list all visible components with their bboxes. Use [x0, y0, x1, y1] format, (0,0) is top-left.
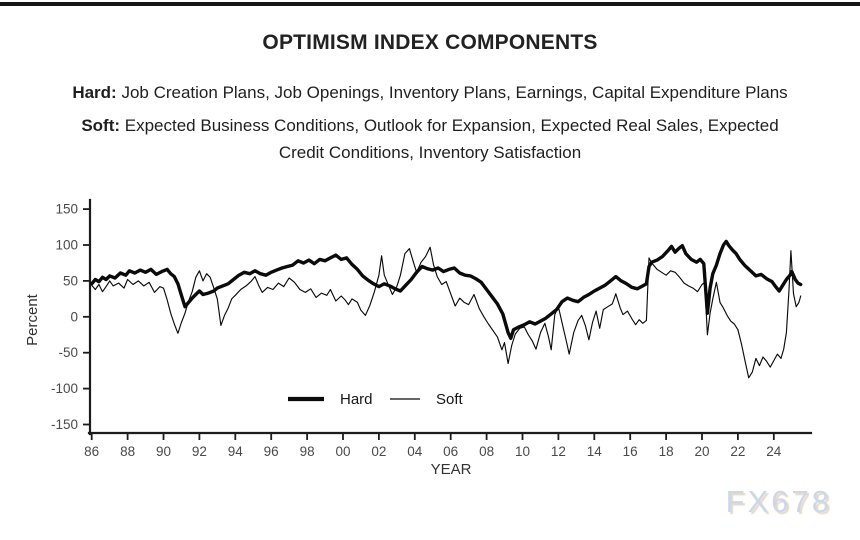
y-axis-title: Percent [24, 293, 41, 346]
fx678-watermark: FX678 [725, 484, 832, 519]
x-tick-label: 00 [335, 444, 350, 459]
x-tick-label: 90 [156, 444, 171, 459]
x-tick-label: 14 [587, 444, 603, 459]
x-tick-label: 08 [479, 444, 494, 459]
x-tick-label: 22 [730, 444, 745, 459]
y-tick-label: 0 [70, 309, 78, 324]
soft-label: Soft: [81, 116, 121, 135]
x-tick-label: 94 [228, 444, 244, 459]
x-tick-label: 02 [371, 444, 386, 459]
x-tick-label: 18 [659, 444, 674, 459]
x-tick-label: 12 [551, 444, 566, 459]
hard-components-description: Hard: Job Creation Plans, Job Openings, … [0, 79, 860, 106]
y-tick-label: -150 [51, 417, 78, 432]
x-tick-label: 96 [264, 444, 279, 459]
legend-label-hard: Hard [340, 391, 373, 408]
x-tick-label: 04 [407, 444, 423, 459]
x-tick-label: 98 [300, 444, 315, 459]
legend-label-soft: Soft [436, 391, 464, 408]
top-border-rule [0, 2, 860, 6]
x-tick-label: 10 [515, 444, 530, 459]
hard-components-text: Job Creation Plans, Job Openings, Invent… [116, 83, 788, 102]
x-tick-label: 92 [192, 444, 207, 459]
y-tick-label: 50 [63, 273, 78, 288]
series-soft-line [91, 246, 802, 379]
y-tick-label: 100 [55, 238, 78, 253]
soft-components-text-line1: Expected Business Conditions, Outlook fo… [120, 116, 779, 135]
soft-components-description: Soft: Expected Business Conditions, Outl… [0, 112, 860, 166]
soft-components-text-line2: Credit Conditions, Inventory Satisfactio… [278, 143, 582, 162]
x-tick-label: 20 [694, 444, 709, 459]
chart-title: OPTIMISM INDEX COMPONENTS [262, 31, 598, 54]
x-tick-label: 88 [120, 444, 135, 459]
series-hard-line [89, 239, 803, 340]
x-tick-label: 16 [623, 444, 638, 459]
hard-label: Hard: [72, 83, 117, 102]
y-tick-label: -50 [58, 345, 78, 360]
x-axis-title: YEAR [431, 461, 472, 478]
y-tick-label: -100 [51, 381, 78, 396]
x-tick-label: 86 [84, 444, 99, 459]
y-tick-label: 150 [55, 202, 78, 217]
x-tick-label: 24 [766, 444, 782, 459]
x-tick-label: 06 [443, 444, 458, 459]
